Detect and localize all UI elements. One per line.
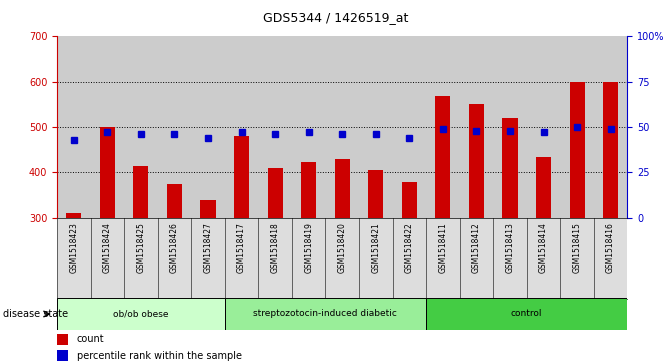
Text: GSM1518414: GSM1518414 [539,222,548,273]
Bar [435,96,450,218]
Text: GSM1518416: GSM1518416 [606,222,615,273]
Bar [301,163,316,218]
Text: GSM1518426: GSM1518426 [170,222,179,273]
Text: GSM1518417: GSM1518417 [237,222,246,273]
Text: GSM1518421: GSM1518421 [371,222,380,273]
Text: GSM1518412: GSM1518412 [472,222,481,273]
Text: GSM1518425: GSM1518425 [136,222,146,273]
Bar [335,159,350,218]
Bar [536,156,551,218]
Bar [426,298,627,330]
Bar [66,213,81,218]
Bar [57,350,68,362]
Text: GSM1518424: GSM1518424 [103,222,112,273]
Text: GSM1518427: GSM1518427 [203,222,213,273]
Bar [570,82,584,218]
Bar [368,170,383,218]
Text: GSM1518415: GSM1518415 [572,222,582,273]
Bar [100,127,115,218]
Bar [469,105,484,218]
Text: GSM1518413: GSM1518413 [505,222,515,273]
Bar [603,82,618,218]
Bar [234,136,249,218]
Bar [402,182,417,218]
Bar [225,298,426,330]
Text: GSM1518411: GSM1518411 [438,222,448,273]
Text: ob/ob obese: ob/ob obese [113,310,168,318]
Bar [57,334,68,345]
Bar [167,184,182,218]
Bar [134,166,148,218]
Bar [201,200,215,218]
Text: control: control [511,310,542,318]
Text: GSM1518422: GSM1518422 [405,222,414,273]
Bar [57,298,225,330]
Bar [268,168,282,218]
Text: disease state: disease state [3,309,68,319]
Bar [503,118,517,218]
Text: GSM1518419: GSM1518419 [304,222,313,273]
Text: streptozotocin-induced diabetic: streptozotocin-induced diabetic [254,310,397,318]
Text: GDS5344 / 1426519_at: GDS5344 / 1426519_at [263,11,408,24]
Text: percentile rank within the sample: percentile rank within the sample [77,351,242,361]
Text: GSM1518418: GSM1518418 [270,222,280,273]
Text: GSM1518423: GSM1518423 [69,222,79,273]
Text: count: count [77,334,105,344]
Text: GSM1518420: GSM1518420 [338,222,347,273]
